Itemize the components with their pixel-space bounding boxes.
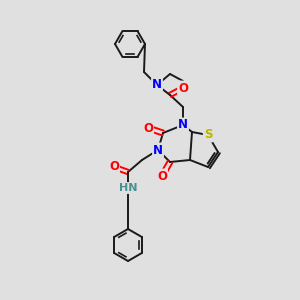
Text: O: O [178, 82, 188, 94]
Text: N: N [178, 118, 188, 131]
Text: HN: HN [119, 183, 137, 193]
Text: O: O [143, 122, 153, 134]
Text: O: O [157, 169, 167, 182]
Text: S: S [204, 128, 212, 142]
Text: N: N [153, 143, 163, 157]
Text: O: O [109, 160, 119, 173]
Text: N: N [152, 79, 162, 92]
